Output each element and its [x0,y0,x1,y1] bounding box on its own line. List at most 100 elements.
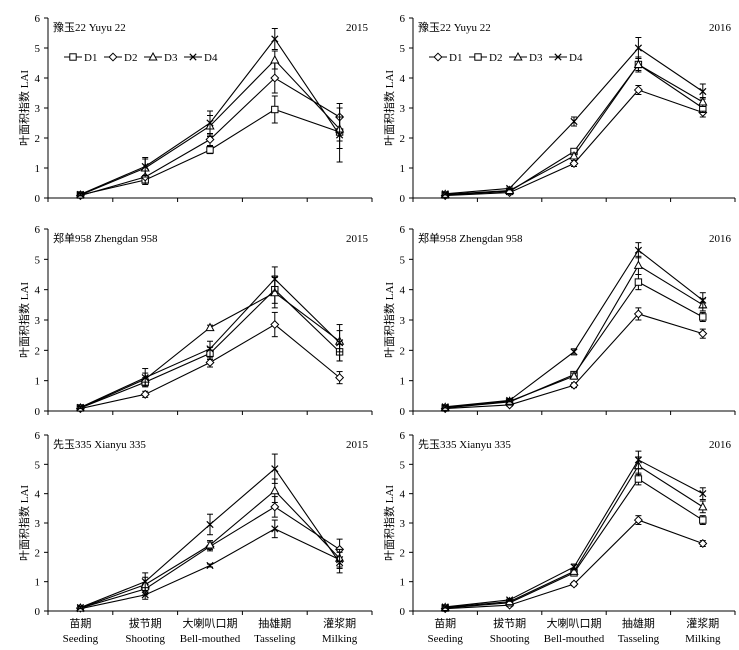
legend-label: D1 [449,52,462,64]
y-axis-label: 叶面积指数 LAI [17,485,31,561]
legend-marker [108,52,118,62]
data-point [569,158,579,169]
y-tick-label: 5 [35,459,41,471]
chart-panel: 0 1 2 3 4 5 6 叶面积指数 LAI 豫玉22 Yuyu 22 2016 D1 D2 D3 D4 [382,13,736,205]
series-d3 [440,56,708,198]
series-d4 [76,453,344,612]
chart-panel: 0 1 2 3 4 5 6 叶面积指数 LAI 先玉335 Xianyu 335 2015 苗期 Se… [17,430,373,645]
x-label-en: Seeding [427,633,463,645]
data-point [633,260,644,269]
data-point [569,566,579,575]
data-point [633,515,643,525]
data-point [335,558,344,567]
series-d1 [440,85,708,201]
data-point [76,603,85,612]
data-point [698,501,708,511]
series-line [80,467,341,608]
y-tick-label: 2 [400,345,406,357]
data-point [634,475,643,483]
series-line [445,89,703,197]
y-tick-label: 4 [35,285,41,297]
legend-label: D4 [569,52,583,64]
x-label-en: Milking [685,633,721,645]
y-tick-label: 1 [400,376,406,388]
data-point [570,563,578,571]
y-tick-label: 5 [400,43,406,55]
data-point [270,502,280,512]
y-tick-label: 6 [35,13,41,25]
x-label-en: Milking [322,633,358,645]
legend-marker [69,53,77,61]
y-tick-label: 4 [35,73,41,85]
data-point [141,162,149,171]
data-point [76,403,85,411]
y-tick-label: 3 [400,315,406,327]
series-d1 [440,307,708,414]
data-point [633,59,644,68]
y-tick-label: 0 [35,606,41,618]
series-d4 [76,266,344,411]
series-line [445,313,703,410]
y-tick-label: 1 [35,376,41,388]
y-tick-label: 0 [400,606,406,618]
y-tick-label: 1 [35,577,41,589]
y-tick-label: 5 [400,459,406,471]
data-point [335,373,345,383]
data-point [698,96,708,106]
data-point [569,380,579,390]
y-tick-label: 0 [35,193,41,205]
panel-year: 2016 [709,233,732,245]
x-label-en: Bell-mouthed [180,633,241,645]
panel-title: 豫玉22 Yuyu 22 [53,21,126,34]
data-point [206,345,214,353]
series-d4 [76,28,344,199]
legend: D1 D2 D3 D4 [64,51,218,64]
data-point [206,561,214,570]
data-point [699,490,707,498]
series-d2 [441,58,707,199]
data-point [270,54,280,64]
series-d4 [441,37,707,198]
y-tick-label: 6 [400,224,406,236]
data-point [505,596,514,604]
data-point [570,117,578,126]
data-point [206,146,214,154]
panel-title: 郑单958 Zhengdan 958 [53,231,158,245]
chart-panel: 0 1 2 3 4 5 6 叶面积指数 LAI 先玉335 Xianyu 335 2016 苗期 Se… [382,430,736,645]
chart-panel: 0 1 2 3 4 5 6 叶面积指数 LAI 郑单958 Zhengdan 958 2016 [382,224,736,418]
data-point [699,313,707,321]
series-d4 [441,450,707,611]
data-point [634,456,643,464]
y-tick-label: 2 [400,133,406,145]
y-tick-label: 0 [35,406,41,418]
y-tick-label: 1 [35,163,41,175]
data-point [205,134,215,145]
y-tick-label: 3 [400,518,406,530]
legend-marker [189,53,197,61]
data-point [505,184,514,193]
panel-title: 先玉335 Xianyu 335 [418,438,511,451]
y-tick-label: 2 [400,547,406,559]
data-point [698,539,708,549]
x-label-cn: 抽雄期 [258,616,291,630]
data-point [271,465,279,473]
y-tick-label: 1 [400,577,406,589]
data-point [634,44,643,52]
data-point [569,150,579,160]
data-point [271,35,279,43]
data-point [441,603,449,611]
data-point [335,339,344,347]
panel-title: 郑单958 Zhengdan 958 [418,231,523,245]
x-label-cn: 苗期 [69,617,91,630]
data-point [270,320,280,330]
y-tick-label: 6 [400,13,406,25]
y-axis-label: 叶面积指数 LAI [382,70,396,146]
legend-label: D2 [489,52,502,64]
y-tick-label: 3 [35,103,41,115]
y-tick-label: 5 [35,254,41,266]
data-point [335,131,344,139]
x-label-cn: 拔节期 [493,616,526,630]
data-point [140,389,150,399]
data-point [205,539,215,549]
